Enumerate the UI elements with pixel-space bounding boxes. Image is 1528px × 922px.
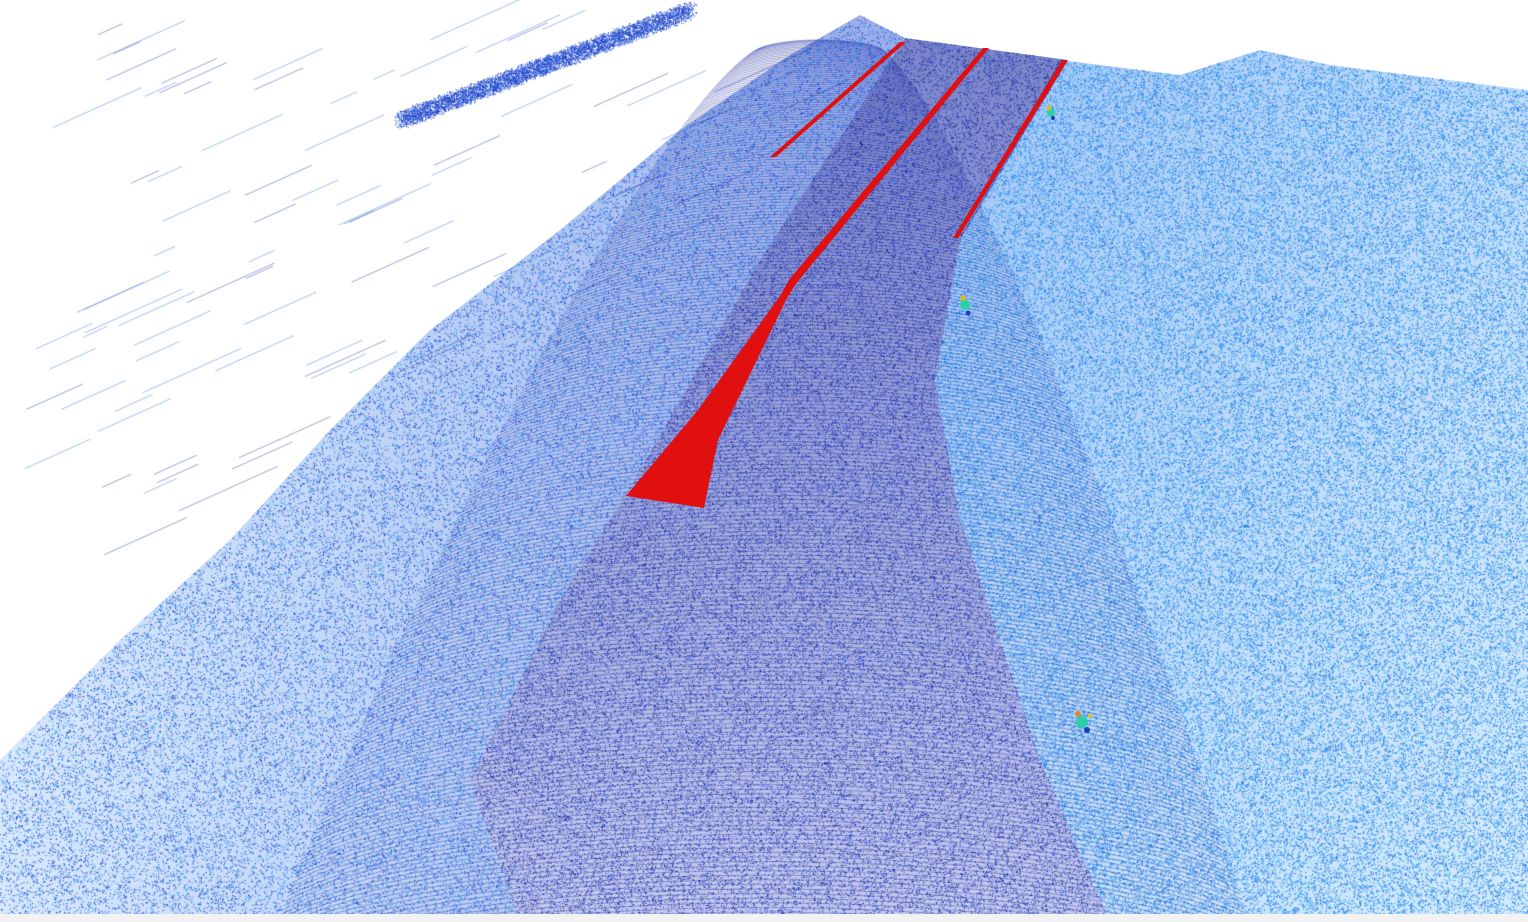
viewer-bottom-edge bbox=[0, 914, 1528, 922]
